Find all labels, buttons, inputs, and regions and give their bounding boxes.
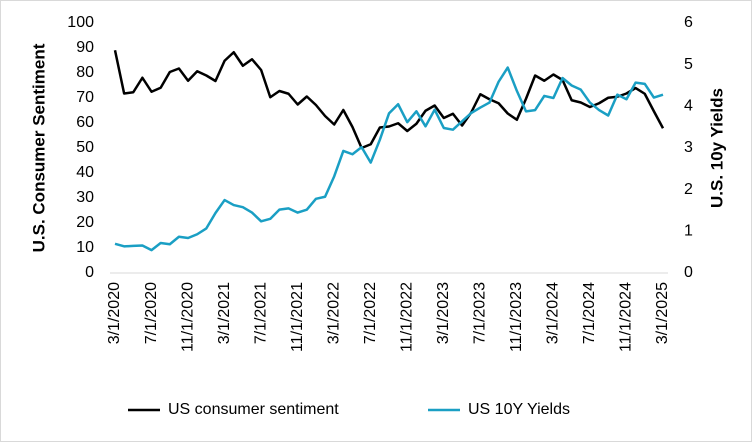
x-tick-label: 11/1/2020 xyxy=(179,282,196,352)
y-axis-title: U.S. Consumer Sentiment xyxy=(29,43,48,252)
y-tick-label: 0 xyxy=(85,264,94,281)
y2-tick-label: 2 xyxy=(684,181,693,198)
y-tick-label: 90 xyxy=(76,39,94,56)
y-tick-label: 60 xyxy=(76,114,94,131)
y-tick-label: 40 xyxy=(76,164,94,181)
series-line xyxy=(113,49,665,150)
y2-tick-label: 3 xyxy=(684,139,693,156)
x-tick-label: 7/1/2023 xyxy=(472,282,489,344)
x-tick-label: 11/1/2024 xyxy=(618,282,635,352)
y-tick-label: 80 xyxy=(76,64,94,81)
x-tick-label: 7/1/2024 xyxy=(581,282,598,344)
x-tick-label: 3/1/2024 xyxy=(545,282,562,344)
legend-label: US consumer sentiment xyxy=(168,401,339,418)
y-tick-label: 100 xyxy=(67,14,94,31)
y-tick-label: 20 xyxy=(76,214,94,231)
y-tick-label: 50 xyxy=(76,139,94,156)
legend-label: US 10Y Yields xyxy=(468,401,570,418)
y-tick-label: 10 xyxy=(76,239,94,256)
y2-axis-title: U.S. 10y Yields xyxy=(707,88,726,208)
y2-tick-label: 1 xyxy=(684,223,693,240)
y2-tick-label: 0 xyxy=(684,264,693,281)
x-tick-label: 3/1/2020 xyxy=(106,282,123,344)
x-tick-label: 11/1/2022 xyxy=(398,282,415,352)
x-tick-label: 3/1/2023 xyxy=(435,282,452,344)
series-line xyxy=(114,66,664,252)
x-tick-label: 11/1/2021 xyxy=(289,282,306,352)
x-tick-label: 7/1/2022 xyxy=(362,282,379,344)
y-tick-label: 30 xyxy=(76,189,94,206)
y2-tick-label: 5 xyxy=(684,56,693,73)
x-tick-label: 3/1/2022 xyxy=(325,282,342,344)
x-tick-label: 7/1/2021 xyxy=(252,282,269,344)
x-tick-label: 3/1/2025 xyxy=(654,282,671,344)
x-tick-label: 3/1/2021 xyxy=(216,282,233,344)
x-tick-label: 7/1/2020 xyxy=(143,282,160,344)
x-tick-label: 11/1/2023 xyxy=(508,282,525,352)
y2-tick-label: 6 xyxy=(684,14,693,31)
y2-tick-label: 4 xyxy=(684,98,693,115)
y-tick-label: 70 xyxy=(76,89,94,106)
